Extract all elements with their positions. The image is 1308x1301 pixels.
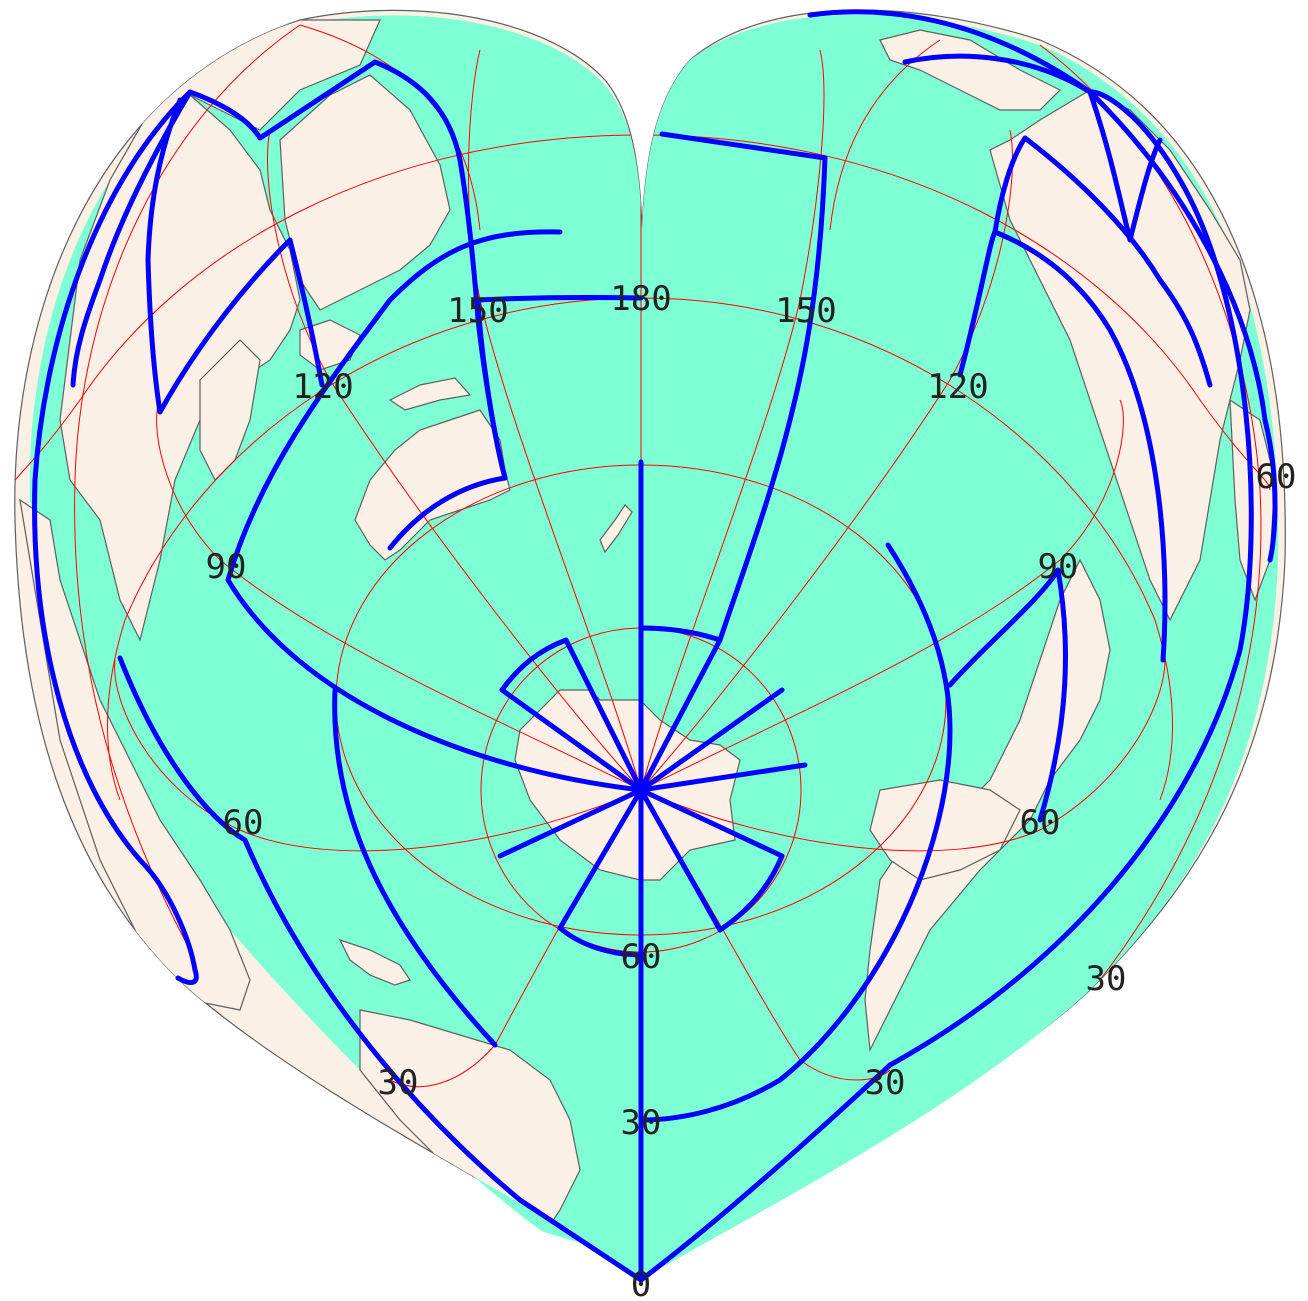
new-zealand: [599, 504, 633, 554]
boundary-spoke-30e: [638, 787, 723, 933]
boundary-ring-left-low: [332, 687, 498, 1048]
boundary-spoke-120w: [499, 687, 644, 793]
label-lon-90-left: 90: [206, 547, 247, 587]
label-lon-120-left: 120: [292, 367, 353, 407]
boundary-mid-ring-right: [638, 542, 953, 1123]
label-lon-60-left: 60: [223, 803, 264, 843]
new-guinea: [388, 377, 472, 411]
boundary-spoke-90e: [638, 762, 808, 793]
meridian-120e: [640, 129, 1013, 791]
boundary-left-outer: [32, 89, 199, 985]
boundary-spoke-30w: [557, 787, 644, 931]
label-lat-30-left: 30: [378, 1063, 419, 1103]
meridian-60e: [640, 659, 1166, 852]
boundary-left-3: [187, 59, 508, 481]
boundary-mid-ring-left: [225, 229, 644, 793]
graticule-labels: 180 150 150 120 120 90 90 60 60 60 60 30…: [206, 279, 1297, 1301]
meridian-150w: [467, 49, 642, 791]
north-asia-east: [879, 29, 1062, 111]
africa-west-lobe: [19, 498, 251, 1011]
southeast-asia: [199, 339, 261, 482]
label-lon-0: 0: [631, 1265, 651, 1301]
label-lat-60: 60: [621, 937, 662, 977]
boundary-left-4: [145, 97, 325, 415]
boundary-left-1: [117, 655, 644, 1283]
boundary-spoke-120e: [638, 687, 785, 793]
boundary-spoke-60w: [497, 787, 644, 859]
boundary-right-2: [992, 135, 1213, 663]
asia-west: [59, 19, 381, 642]
meridian-90w: [156, 399, 642, 791]
meridian-120w: [267, 129, 642, 791]
boundary-spoke-150w: [563, 637, 644, 793]
label-lon-60-far-right: 60: [1256, 457, 1297, 497]
boundary-right-4: [902, 53, 1278, 563]
australia: [354, 409, 511, 561]
pacific-rim-east: [869, 779, 1021, 881]
boundary-spoke-60e: [638, 787, 785, 859]
boundary-inner-arc-top: [499, 625, 723, 693]
label-lon-60-right: 60: [1020, 803, 1061, 843]
label-lon-90-right: 90: [1038, 547, 1079, 587]
label-lat-30-right: 30: [865, 1063, 906, 1103]
label-lon-150-right: 150: [775, 291, 836, 331]
boundary-spoke-150e: [638, 637, 723, 793]
meridian-outer-left: [74, 24, 301, 951]
meridian-90e: [640, 399, 1124, 791]
boundary-right-top: [807, 9, 1093, 95]
label-lat-30-far-right: 30: [1086, 959, 1127, 999]
region-boundaries: [32, 9, 1278, 1283]
label-lat-30-center: 30: [621, 1103, 662, 1143]
boundary-inner-arc-bottom: [557, 853, 785, 958]
meridian-60w: [114, 659, 642, 852]
label-lon-150-left: 150: [447, 291, 508, 331]
boundary-ring-90e: [947, 567, 1068, 823]
madagascar: [338, 938, 411, 986]
boundary-left-2: [70, 89, 193, 388]
south-america: [359, 1009, 581, 1241]
meridian-150e: [640, 49, 825, 791]
label-lon-180: 180: [610, 279, 671, 319]
label-lon-120-right: 120: [927, 367, 988, 407]
boundary-right-1: [638, 89, 1254, 1283]
boundary-right-3: [957, 229, 998, 378]
boundary-right-150: [659, 131, 828, 643]
